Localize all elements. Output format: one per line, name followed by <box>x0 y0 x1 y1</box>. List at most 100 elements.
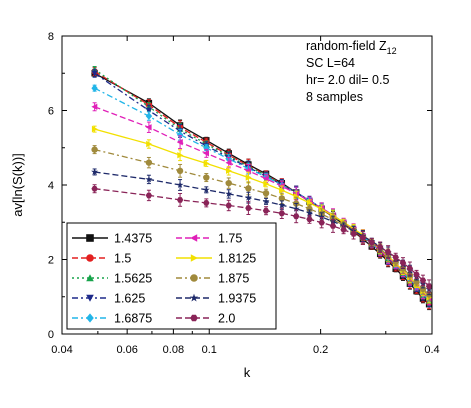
data-point-marker <box>406 265 414 272</box>
legend-label: 1.875 <box>218 272 249 286</box>
data-point-marker <box>176 139 183 146</box>
data-point-marker <box>225 202 232 209</box>
annotation-line-2: SC L=64 <box>306 56 355 70</box>
data-point-marker <box>413 271 420 278</box>
data-point-marker <box>340 226 347 233</box>
data-point-marker <box>279 187 285 194</box>
x-tick-label: 0.06 <box>116 344 137 356</box>
legend-item: 1.4375 <box>72 232 152 246</box>
data-point-marker <box>368 239 375 246</box>
legend-label: 2.0 <box>218 312 235 326</box>
data-point-marker <box>176 181 184 188</box>
data-point-marker <box>203 150 209 157</box>
legend-label: 1.5 <box>114 252 131 266</box>
legend-item: 1.5 <box>72 252 131 266</box>
data-point-marker <box>176 130 184 139</box>
plot-area <box>91 66 433 311</box>
data-point-marker <box>189 293 199 302</box>
data-point-marker <box>91 103 98 110</box>
data-point-marker <box>91 168 99 175</box>
annotation: random-field Z12 SC L=64 hr= 2.0 dil= 0.… <box>306 39 397 104</box>
data-point-marker <box>91 186 98 192</box>
data-point-marker <box>86 234 94 242</box>
data-point-marker <box>384 249 392 255</box>
data-point-marker <box>306 209 313 216</box>
data-point-marker <box>145 107 153 114</box>
data-point-marker <box>176 167 184 175</box>
data-point-marker <box>176 197 184 203</box>
data-point-marker <box>190 254 198 262</box>
data-point-marker <box>225 190 233 197</box>
ticks: 0.04 0.06 0.08 0.1 0.2 0.4 0 2 4 6 8 <box>48 31 440 356</box>
data-point-marker <box>278 210 285 217</box>
data-point-marker <box>262 197 270 205</box>
y-tick-label: 6 <box>48 106 54 118</box>
legend-label: 1.9375 <box>218 292 256 306</box>
y-tick-label: 4 <box>48 180 54 192</box>
data-point-marker <box>190 274 198 282</box>
data-point-marker <box>86 274 94 282</box>
data-point-marker <box>225 179 232 187</box>
series-1.875 <box>91 145 433 302</box>
data-point-marker <box>329 223 337 229</box>
data-point-marker <box>244 194 252 201</box>
data-point-marker <box>278 201 286 209</box>
data-point-marker <box>306 216 313 222</box>
data-point-marker <box>203 200 210 206</box>
legend-label: 1.8125 <box>218 252 256 266</box>
legend: 1.4375 1.5 1.5625 1.625 1.6875 1.75 1.8125 1.87… <box>66 222 277 330</box>
data-point-marker <box>145 112 153 120</box>
data-point-marker <box>262 207 270 214</box>
data-point-marker <box>91 84 98 92</box>
legend-item: 1.6875 <box>72 312 152 326</box>
series-line <box>94 188 430 287</box>
data-point-marker <box>419 285 427 293</box>
data-point-marker <box>262 189 270 197</box>
data-point-marker <box>145 159 153 166</box>
data-point-marker <box>86 313 94 323</box>
annotation-line-4: 8 samples <box>306 90 363 104</box>
annotation-subscript: 12 <box>387 46 397 56</box>
data-point-marker <box>145 124 152 131</box>
data-point-marker <box>226 167 232 174</box>
data-point-marker <box>419 277 427 284</box>
y-tick-label: 8 <box>48 31 54 43</box>
data-point-marker <box>91 125 98 133</box>
legend-item: 1.8125 <box>176 252 256 266</box>
data-point-marker <box>278 195 286 202</box>
legend-item: 1.9375 <box>176 292 256 306</box>
data-point-marker <box>392 254 399 260</box>
data-point-marker <box>91 70 98 77</box>
legend-label: 1.4375 <box>114 232 152 246</box>
data-point-marker <box>245 205 252 211</box>
y-tick-label: 2 <box>48 255 54 267</box>
legend-label: 1.5625 <box>114 272 152 286</box>
series-line <box>94 128 430 298</box>
data-point-marker <box>318 213 326 220</box>
data-point-marker <box>86 294 94 302</box>
legend-box <box>66 222 277 330</box>
x-tick-label: 0.4 <box>424 344 439 356</box>
data-point-marker <box>145 175 153 183</box>
x-axis-title: k <box>244 365 251 380</box>
data-point-marker <box>293 213 300 220</box>
data-point-marker <box>145 192 153 199</box>
data-point-marker <box>190 234 198 242</box>
legend-label: 1.75 <box>218 232 242 246</box>
data-point-marker <box>399 260 407 266</box>
data-point-marker <box>202 186 210 193</box>
data-point-marker <box>91 146 98 153</box>
x-tick-label: 0.1 <box>202 344 217 356</box>
data-point-marker <box>190 314 198 322</box>
legend-label: 1.6875 <box>114 312 152 326</box>
data-point-marker <box>245 174 252 181</box>
data-point-marker <box>262 175 269 182</box>
data-point-marker <box>86 254 94 262</box>
data-point-marker <box>263 180 270 188</box>
data-point-marker <box>225 159 232 166</box>
annotation-line-1: random-field Z12 <box>306 39 397 56</box>
x-tick-label: 0.08 <box>163 344 184 356</box>
legend-item: 1.625 <box>72 292 145 306</box>
legend-item: 1.875 <box>176 272 249 286</box>
